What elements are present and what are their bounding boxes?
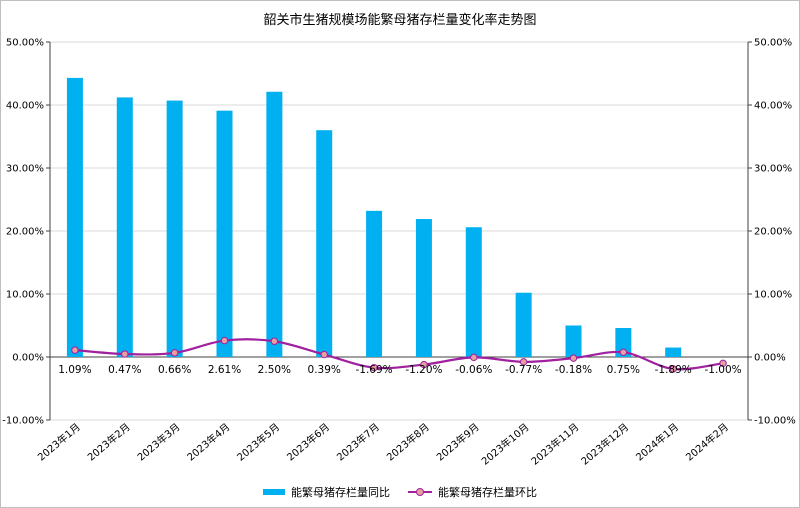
x-axis-tick-label: 2023年5月: [234, 420, 282, 463]
y2-axis-tick-label: -10.00%: [754, 416, 796, 427]
data-label: 0.66%: [158, 364, 191, 376]
x-axis-tick-label: 2023年9月: [434, 420, 482, 463]
legend-swatch-line: [408, 487, 432, 497]
x-axis-tick-label: 2023年8月: [384, 420, 432, 463]
line-marker: [121, 350, 129, 358]
line-marker: [569, 354, 578, 362]
bar: [166, 100, 183, 357]
bar: [415, 219, 432, 357]
line-marker: [619, 348, 628, 356]
x-axis-tick-label: 2023年12月: [578, 420, 631, 467]
y-axis-tick-label: 20.00%: [6, 227, 44, 238]
line-marker: [420, 360, 428, 369]
legend-item-mom: 能繁母猪存栏量环比: [408, 484, 537, 500]
data-label: -1.89%: [655, 364, 692, 376]
bar: [366, 210, 383, 357]
legend-swatch-bar: [263, 489, 285, 495]
y-axis-tick-label: -10.00%: [2, 416, 44, 427]
legend-label-yoy: 能繁母猪存栏量同比: [291, 486, 390, 499]
line-marker: [320, 350, 328, 359]
line-marker: [669, 365, 677, 373]
x-axis-tick-label: 2023年2月: [85, 420, 133, 463]
y2-axis-tick-label: 40.00%: [754, 101, 792, 112]
x-axis-tick-label: 2023年7月: [334, 420, 382, 463]
data-label: -1.00%: [704, 364, 741, 376]
bar: [615, 328, 632, 357]
data-label: -1.69%: [355, 364, 392, 376]
line-marker: [719, 359, 727, 367]
data-label: -0.06%: [455, 364, 492, 376]
x-axis-tick-label: 2024年1月: [633, 420, 681, 463]
data-label: -0.18%: [555, 364, 592, 376]
line-marker: [170, 349, 179, 357]
data-label: 2.61%: [208, 364, 241, 376]
y-axis-tick-label: 50.00%: [6, 38, 44, 49]
y-axis-tick-label: 30.00%: [6, 164, 44, 175]
legend: 能繁母猪存栏量同比 能繁母猪存栏量环比: [0, 484, 800, 500]
bar: [216, 110, 233, 357]
line-marker: [270, 337, 279, 345]
x-axis-tick-label: 2023年6月: [284, 420, 332, 463]
y2-axis-tick-label: 30.00%: [754, 164, 792, 175]
y2-axis-tick-label: 10.00%: [754, 290, 792, 301]
x-axis-tick-label: 2023年10月: [479, 420, 532, 467]
bar: [665, 347, 682, 357]
data-label: 0.47%: [108, 364, 141, 376]
data-label: 0.39%: [308, 364, 341, 376]
legend-item-yoy: 能繁母猪存栏量同比: [263, 484, 390, 500]
x-axis-tick-label: 2024年2月: [683, 420, 731, 463]
y-axis-tick-label: 10.00%: [6, 290, 44, 301]
line-marker: [470, 353, 478, 362]
chart-title: 韶关市生猪规模场能繁母猪存栏量变化率走势图: [263, 13, 537, 28]
bar: [565, 325, 582, 357]
line-marker: [519, 358, 528, 366]
x-axis-tick-label: 2023年3月: [135, 420, 183, 463]
y-axis-tick-label: 0.00%: [12, 353, 44, 364]
bar: [266, 91, 283, 358]
bar: [465, 227, 482, 357]
y2-axis-tick-label: 20.00%: [754, 227, 792, 238]
y2-axis-tick-label: 0.00%: [754, 353, 786, 364]
legend-label-mom: 能繁母猪存栏量环比: [438, 486, 537, 499]
x-axis-tick-label: 2023年11月: [528, 420, 581, 467]
data-label: 2.50%: [258, 364, 291, 376]
bar: [66, 77, 83, 357]
line-marker: [370, 363, 378, 372]
data-label: -0.77%: [505, 364, 542, 376]
x-axis-tick-label: 2023年1月: [35, 420, 83, 463]
x-axis-tick-label: 2023年4月: [184, 420, 232, 463]
data-label: 0.75%: [607, 364, 640, 376]
data-label: 1.09%: [58, 364, 91, 376]
y-axis-tick-label: 40.00%: [6, 101, 44, 112]
series-line-mom: [74, 338, 724, 371]
bar: [116, 97, 133, 357]
bar: [316, 130, 333, 357]
bar: [515, 292, 532, 357]
data-label: -1.20%: [405, 364, 442, 376]
y2-axis-tick-label: 50.00%: [754, 38, 792, 49]
line-marker: [71, 346, 79, 354]
line-marker: [220, 336, 229, 345]
